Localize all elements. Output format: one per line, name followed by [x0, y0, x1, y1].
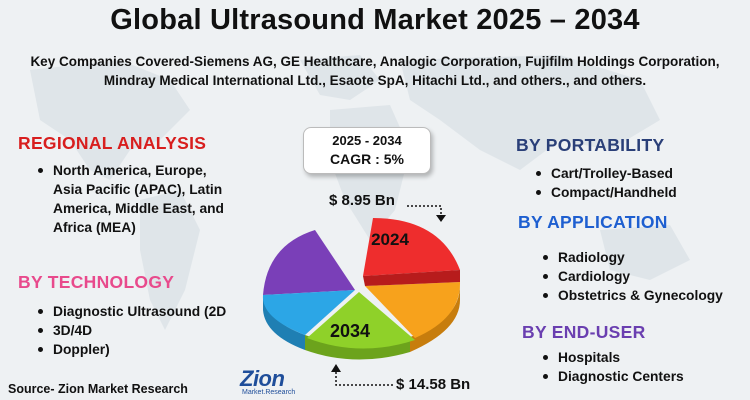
- application-heading: BY APPLICATION: [518, 212, 668, 232]
- market-value-2034: $ 14.58 Bn: [396, 376, 471, 393]
- year-label-2024: 2024: [371, 230, 409, 249]
- application-list: Radiology Cardiology Obstetrics & Gyneco…: [540, 248, 748, 305]
- list-item: Obstetrics & Gynecology: [540, 286, 748, 305]
- cagr-period: 2025 - 2034: [332, 133, 402, 148]
- end-user-list: Hospitals Diagnostic Centers: [540, 348, 740, 386]
- list-item: Compact/Handheld: [533, 183, 743, 202]
- pie-slice-green: [307, 292, 415, 349]
- list-item: Cart/Trolley-Based: [533, 164, 743, 183]
- technology-list: Diagnostic Ultrasound (2D 3D/4D Doppler): [35, 302, 265, 359]
- logo-name: Zion: [240, 366, 285, 391]
- list-item: Diagnostic Centers: [540, 367, 740, 386]
- portability-heading: BY PORTABILITY: [516, 135, 665, 155]
- regional-analysis-heading: REGIONAL ANALYSIS: [18, 133, 207, 153]
- key-companies-text: Key Companies Covered-Siemens AG, GE Hea…: [30, 54, 720, 88]
- year-label-2034: 2034: [330, 321, 370, 341]
- list-item: 3D/4D: [35, 321, 265, 340]
- pie-slice-orange: [365, 282, 461, 338]
- arrow-2024-icon: [407, 205, 446, 222]
- list-item: Doppler): [35, 340, 265, 359]
- cagr-box: 2025 - 2034 CAGR : 5%: [303, 127, 431, 174]
- portability-list: Cart/Trolley-Based Compact/Handheld: [533, 164, 743, 202]
- logo-tagline: Market.Research: [242, 389, 296, 396]
- pie-depth-blue: [263, 295, 305, 350]
- list-item: North America, Europe, Asia Pacific (APA…: [35, 161, 235, 237]
- list-item: Hospitals: [540, 348, 740, 367]
- source-text: Source- Zion Market Research: [8, 382, 188, 396]
- end-user-heading: BY END-USER: [522, 322, 646, 342]
- page-title: Global Ultrasound Market 2025 – 2034: [110, 4, 640, 36]
- pie-depth-orange: [410, 285, 460, 352]
- zion-logo: Zion Market.Research: [240, 366, 298, 398]
- pie-slice-blue: [262, 290, 355, 335]
- list-item: Radiology: [540, 248, 748, 267]
- regional-analysis-list: North America, Europe, Asia Pacific (APA…: [35, 161, 235, 237]
- pie-slice-red: [363, 218, 460, 276]
- list-item: Cardiology: [540, 267, 748, 286]
- pie-slice-red-side: [363, 270, 460, 286]
- market-pie-chart: 2024 2034: [262, 218, 461, 360]
- pie-slice-purple: [263, 230, 355, 295]
- arrow-2034-icon: [331, 364, 393, 386]
- technology-heading: BY TECHNOLOGY: [18, 272, 175, 292]
- market-value-2024: $ 8.95 Bn: [329, 192, 395, 209]
- cagr-value: CAGR : 5%: [330, 151, 404, 167]
- list-item: Diagnostic Ultrasound (2D: [35, 302, 265, 321]
